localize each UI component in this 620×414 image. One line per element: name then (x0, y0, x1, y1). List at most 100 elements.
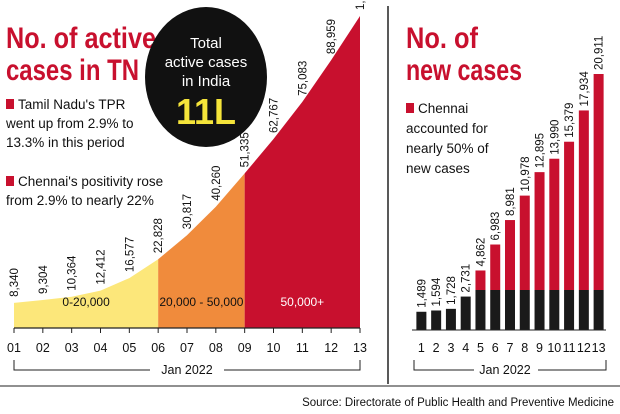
area-value-label: 40,260 (211, 166, 223, 201)
area-x-tick-label: 11 (296, 341, 309, 355)
note1-bullet (6, 99, 14, 109)
area-value-label: 22,828 (153, 218, 165, 253)
right-title-line1: No. of (406, 22, 479, 55)
area-value-label: 16,577 (124, 237, 136, 272)
callout-value: 11L (176, 91, 236, 132)
area-value-label: 9,304 (38, 265, 50, 294)
bar-base (445, 308, 456, 330)
callout-line2: active cases (165, 54, 248, 71)
area-x-tick-label: 04 (94, 341, 108, 355)
bar-value-label: 12,895 (535, 133, 547, 168)
bar-value-label: 20,911 (594, 36, 606, 70)
bar-base (564, 290, 575, 330)
bar (490, 244, 501, 290)
area-value-label: 12,412 (96, 249, 108, 284)
bar-x-tick-label: 2 (433, 341, 440, 355)
note1-line3: 13.3% in this period (6, 135, 125, 150)
area-value-label: 51,335 (240, 132, 252, 167)
area-bands (14, 16, 360, 328)
note2-line1: Chennai's positivity rose (18, 174, 163, 189)
bar-value-label: 15,379 (564, 103, 576, 138)
india-total-callout: Total active cases in India 11L (145, 7, 267, 147)
right-note-bullet (406, 103, 414, 113)
active-cases-panel: No. of active cases in TN Tamil Nadu's T… (5, 0, 367, 377)
bar-base (460, 296, 471, 330)
bar (505, 220, 515, 290)
area-value-labels: 8,340 9,304 10,364 12,412 16,577 22,828 30,817… (9, 0, 367, 297)
area-value-label: 8,340 (9, 268, 21, 297)
bar-x-tick-label: 13 (592, 341, 606, 355)
bar-x-tick-label: 10 (547, 341, 561, 355)
area-value-label: 10,364 (67, 255, 79, 291)
bar-value-label: 8,981 (505, 187, 517, 216)
area-x-tick-label: 01 (7, 341, 21, 355)
bar-x-tick-label: 9 (536, 341, 543, 355)
bar-base (549, 290, 560, 330)
bar-x-axis: 1 2 3 4 5 6 7 8 9 10 11 12 13 (412, 329, 607, 371)
area-x-tick-label: 05 (122, 341, 136, 355)
new-cases-bars (416, 74, 604, 330)
bar-value-labels: 1,489 1,594 1,728 2,7314,8626,9838,98110,97… (416, 36, 605, 308)
left-title-line2: cases in TN (6, 54, 139, 87)
area-band-2 (158, 173, 245, 328)
right-note-line3: nearly 50% of (406, 141, 489, 156)
area-band-label-2: 20,000 - 50,000 (159, 295, 243, 309)
bar-x-tick-label: 1 (418, 341, 425, 355)
area-x-bracket (13, 360, 361, 371)
bar (549, 158, 560, 290)
bar-x-tick-label: 5 (477, 341, 484, 355)
area-value-label: 62,767 (269, 98, 281, 133)
area-x-tick-label: 06 (151, 341, 165, 355)
bar-base (534, 290, 545, 330)
bar-x-tick-label: 12 (577, 341, 591, 355)
area-x-axis: 01 02 03 04 05 06 07 08 09 10 11 12 13 (7, 327, 367, 371)
area-band-3 (244, 16, 360, 328)
bar (593, 74, 604, 290)
bar-base (519, 290, 530, 330)
area-band-1 (14, 259, 159, 328)
bar-value-label: 4,862 (475, 238, 487, 267)
bar-value-label: 2,731 (461, 264, 473, 293)
bar-value-label: 13,990 (549, 120, 561, 155)
bar-value-label: 6,983 (490, 212, 502, 241)
bar-value-label: 1,489 (416, 279, 428, 308)
bar-x-bracket (413, 360, 607, 371)
area-x-tick-label: 07 (180, 341, 194, 355)
note1-line1: Tamil Nadu's TPR (18, 97, 126, 112)
area-x-tick-label: 12 (324, 341, 338, 355)
source-note: Source: Directorate of Public Health and… (302, 397, 614, 409)
area-value-label: 88,959 (326, 19, 338, 54)
bar-base (490, 290, 501, 330)
note2-bullet (6, 176, 14, 186)
note1-line2: went up from 2.9% to (5, 116, 134, 131)
bar-x-tick-label: 6 (492, 341, 499, 355)
area-x-axis-label: Jan 2022 (161, 363, 212, 377)
bar (534, 172, 545, 290)
right-note-line1: Chennai (418, 101, 468, 116)
area-band-label-3: 50,000+ (280, 295, 324, 309)
bar-base (475, 290, 486, 330)
bar-x-tick-label: 8 (521, 341, 528, 355)
callout-line1: Total (190, 35, 222, 52)
bar-value-label: 17,934 (579, 71, 591, 107)
area-band-labels: 0-20,000 20,000 - 50,000 50,000+ (62, 295, 324, 309)
right-note-line4: new cases (406, 161, 470, 176)
bar (475, 270, 486, 290)
bar-base (593, 290, 604, 330)
area-x-tick-label: 13 (353, 341, 367, 355)
bar-base (431, 310, 442, 330)
bar-x-tick-label: 4 (462, 341, 469, 355)
area-x-tick-label: 09 (238, 341, 252, 355)
bar-base (505, 290, 515, 330)
area-band-label-1: 0-20,000 (62, 295, 110, 309)
bar-x-tick-label: 11 (563, 341, 576, 355)
bar-value-label: 10,978 (520, 156, 532, 191)
area-x-tick-label: 02 (36, 341, 50, 355)
area-value-label: 1,03,610 (355, 0, 367, 10)
bar-x-axis-label: Jan 2022 (479, 363, 530, 377)
callout-line3: in India (182, 73, 231, 90)
left-title-line1: No. of active (6, 22, 156, 55)
area-x-tick-label: 10 (267, 341, 281, 355)
bar (564, 141, 575, 290)
